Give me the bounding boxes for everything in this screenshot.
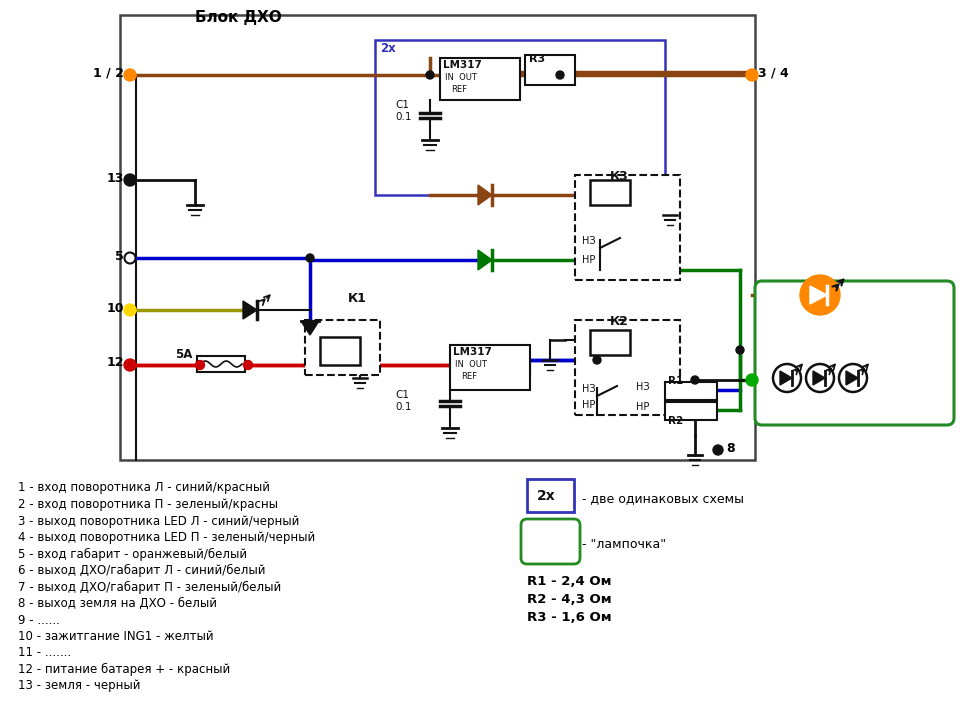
Circle shape — [800, 275, 840, 315]
Text: 5А: 5А — [175, 348, 192, 361]
Text: 6 / 7: 6 / 7 — [758, 371, 789, 385]
Text: К2: К2 — [610, 315, 629, 328]
Text: НЗ: НЗ — [582, 384, 595, 394]
Bar — [525, 55, 575, 85]
Circle shape — [773, 364, 801, 392]
Text: - две одинаковых схемы: - две одинаковых схемы — [582, 492, 744, 505]
Polygon shape — [780, 371, 792, 385]
Text: 10: 10 — [107, 301, 124, 315]
Circle shape — [556, 71, 564, 79]
Text: НР: НР — [636, 402, 649, 412]
Text: Блок ДХО: Блок ДХО — [195, 10, 281, 25]
Text: R2: R2 — [668, 416, 684, 426]
Text: 5 - вход габарит - оранжевый/белый: 5 - вход габарит - оранжевый/белый — [18, 547, 247, 561]
Text: К1: К1 — [348, 292, 367, 305]
Bar — [575, 320, 680, 415]
Text: R3 - 1,6 Ом: R3 - 1,6 Ом — [527, 611, 612, 624]
Bar — [375, 40, 665, 195]
Text: 9 - ......: 9 - ...... — [18, 614, 60, 626]
Bar — [197, 356, 245, 372]
Text: R2 - 4,3 Ом: R2 - 4,3 Ом — [527, 593, 612, 606]
Circle shape — [124, 304, 136, 316]
Text: 10 - зажитгание ING1 - желтый: 10 - зажитгание ING1 - желтый — [18, 630, 214, 643]
Text: 3 / 4: 3 / 4 — [758, 66, 789, 79]
Circle shape — [124, 174, 136, 186]
Circle shape — [124, 359, 136, 371]
Text: IN  OUT: IN OUT — [455, 360, 487, 369]
Bar — [120, 15, 755, 460]
Text: REF: REF — [451, 85, 467, 94]
Text: 11 - .......: 11 - ....... — [18, 646, 71, 660]
FancyBboxPatch shape — [521, 519, 580, 564]
Polygon shape — [478, 250, 492, 270]
Circle shape — [806, 364, 834, 392]
Text: R3: R3 — [529, 54, 545, 64]
Circle shape — [244, 361, 252, 370]
Bar — [305, 320, 380, 375]
Text: 0.1: 0.1 — [395, 112, 412, 122]
Text: 4 - выход поворотника LED П - зеленый/черный: 4 - выход поворотника LED П - зеленый/че… — [18, 531, 315, 544]
Bar — [590, 330, 630, 355]
Circle shape — [426, 71, 434, 79]
Circle shape — [746, 374, 758, 386]
Polygon shape — [301, 321, 319, 335]
Polygon shape — [813, 371, 825, 385]
Text: 5: 5 — [115, 250, 124, 262]
Circle shape — [839, 364, 867, 392]
Text: НЗ: НЗ — [582, 236, 595, 246]
Text: 1 / 2: 1 / 2 — [93, 66, 124, 79]
Text: 2 - вход поворотника П - зеленый/красны: 2 - вход поворотника П - зеленый/красны — [18, 498, 278, 511]
Circle shape — [713, 445, 723, 455]
Text: - "лампочка": - "лампочка" — [582, 538, 666, 551]
Text: НР: НР — [582, 400, 595, 410]
Text: НЗ: НЗ — [636, 382, 650, 392]
Text: 8 - выход земля на ДХО - белый: 8 - выход земля на ДХО - белый — [18, 597, 217, 610]
Text: 2x: 2x — [380, 42, 396, 55]
Text: 6 - выход ДХО/габарит Л - синий/белый: 6 - выход ДХО/габарит Л - синий/белый — [18, 564, 266, 577]
Text: 8: 8 — [726, 441, 734, 455]
Text: R1 - 2,4 Ом: R1 - 2,4 Ом — [527, 575, 612, 588]
Circle shape — [691, 376, 699, 384]
Circle shape — [593, 356, 601, 364]
Polygon shape — [810, 286, 827, 304]
Text: C1: C1 — [395, 390, 409, 400]
Text: LM317: LM317 — [443, 60, 482, 70]
Text: 12 - питание батарея + - красный: 12 - питание батарея + - красный — [18, 663, 230, 676]
Polygon shape — [846, 371, 858, 385]
Text: 7 - выход ДХО/габарит П - зеленый/белый: 7 - выход ДХО/габарит П - зеленый/белый — [18, 580, 281, 594]
Bar — [575, 175, 680, 280]
Text: НР: НР — [582, 255, 595, 265]
Text: IN  OUT: IN OUT — [445, 73, 477, 82]
Bar — [590, 180, 630, 205]
Text: 13 - земля - черный: 13 - земля - черный — [18, 679, 140, 692]
Bar — [320, 337, 360, 365]
Circle shape — [746, 69, 758, 81]
Circle shape — [196, 361, 204, 370]
Polygon shape — [243, 301, 257, 319]
Text: К3: К3 — [610, 170, 629, 183]
Text: LM317: LM317 — [453, 347, 492, 357]
Circle shape — [736, 346, 744, 354]
Text: 1 - вход поворотника Л - синий/красный: 1 - вход поворотника Л - синий/красный — [18, 481, 270, 494]
FancyBboxPatch shape — [755, 281, 954, 425]
Circle shape — [125, 252, 135, 264]
Bar — [440, 58, 520, 100]
Circle shape — [306, 254, 314, 262]
Text: 3 - выход поворотника LED Л - синий/черный: 3 - выход поворотника LED Л - синий/черн… — [18, 515, 300, 527]
Bar — [665, 402, 717, 420]
Bar — [450, 345, 530, 390]
Text: REF: REF — [461, 372, 477, 381]
Polygon shape — [478, 185, 492, 205]
Text: C1: C1 — [395, 100, 409, 110]
Text: R1: R1 — [668, 376, 684, 386]
Bar — [527, 479, 574, 512]
Text: 0.1: 0.1 — [395, 402, 412, 412]
Bar — [665, 382, 717, 400]
Circle shape — [124, 69, 136, 81]
Text: 13: 13 — [107, 172, 124, 185]
Text: 2x: 2x — [537, 489, 556, 503]
Text: 12: 12 — [107, 356, 124, 370]
